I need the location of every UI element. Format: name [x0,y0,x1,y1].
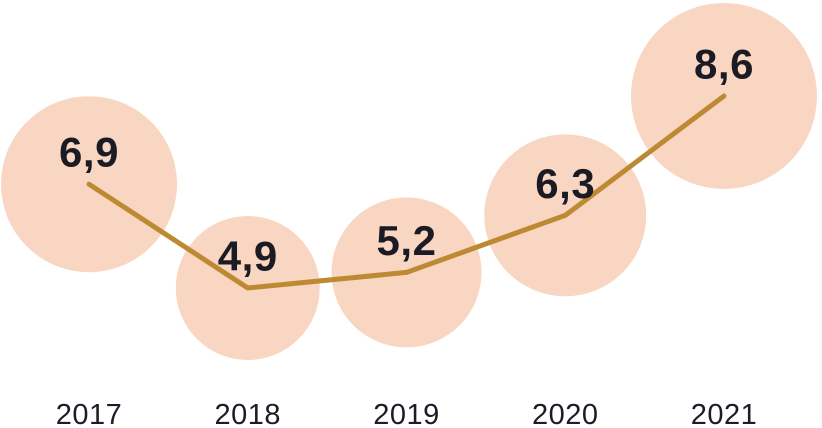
x-axis-label: 2020 [532,399,599,428]
value-label: 6,9 [59,129,119,176]
value-label: 6,3 [535,160,595,207]
x-axis-label: 2018 [214,399,281,428]
trend-line [86,93,727,291]
value-label: 5,2 [377,217,437,264]
value-label: 8,6 [694,40,754,87]
value-label: 4,9 [218,232,278,279]
x-axis-label: 2019 [373,399,440,428]
x-axis-label: 2017 [56,399,123,428]
x-axis-label: 2021 [691,399,758,428]
